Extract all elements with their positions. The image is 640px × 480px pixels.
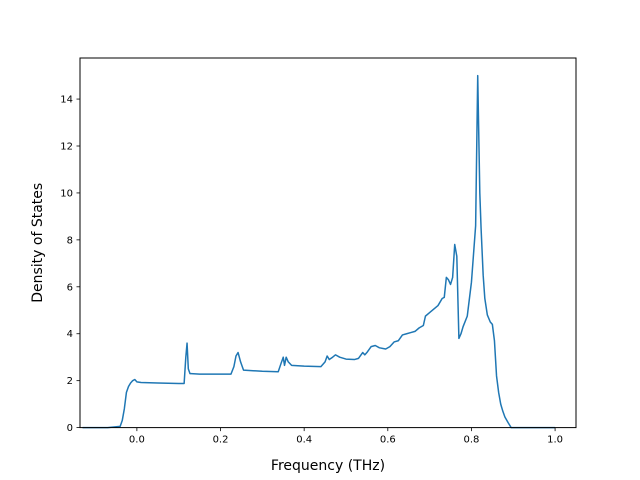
plot-area xyxy=(80,58,576,428)
y-tick-label: 0 xyxy=(67,423,73,434)
y-tick-label: 6 xyxy=(67,282,73,293)
x-axis-label: Frequency (THz) xyxy=(271,458,385,474)
y-axis-ticks: 0 2 4 6 8 10 12 14 xyxy=(60,95,80,434)
x-tick-label: 1.0 xyxy=(547,435,563,446)
dos-series-line-0 xyxy=(82,74,556,429)
chart-marks xyxy=(82,74,556,429)
x-tick-label: 0.2 xyxy=(213,435,229,446)
x-tick-label: 0.0 xyxy=(129,435,145,446)
x-tick-label: 0.6 xyxy=(380,435,396,446)
y-tick-label: 2 xyxy=(67,376,73,387)
y-tick-label: 10 xyxy=(60,188,73,199)
y-tick-label: 8 xyxy=(67,235,73,246)
y-axis-label: Density of States xyxy=(30,183,46,303)
plot-frame xyxy=(79,57,577,429)
y-tick-label: 12 xyxy=(60,142,73,153)
x-tick-label: 0.8 xyxy=(463,435,479,446)
x-tick-label: 0.4 xyxy=(296,435,312,446)
y-tick-label: 14 xyxy=(60,95,73,106)
y-tick-label: 4 xyxy=(67,329,73,340)
x-axis-ticks: 0.0 0.2 0.4 0.6 0.8 1.0 xyxy=(129,427,563,446)
